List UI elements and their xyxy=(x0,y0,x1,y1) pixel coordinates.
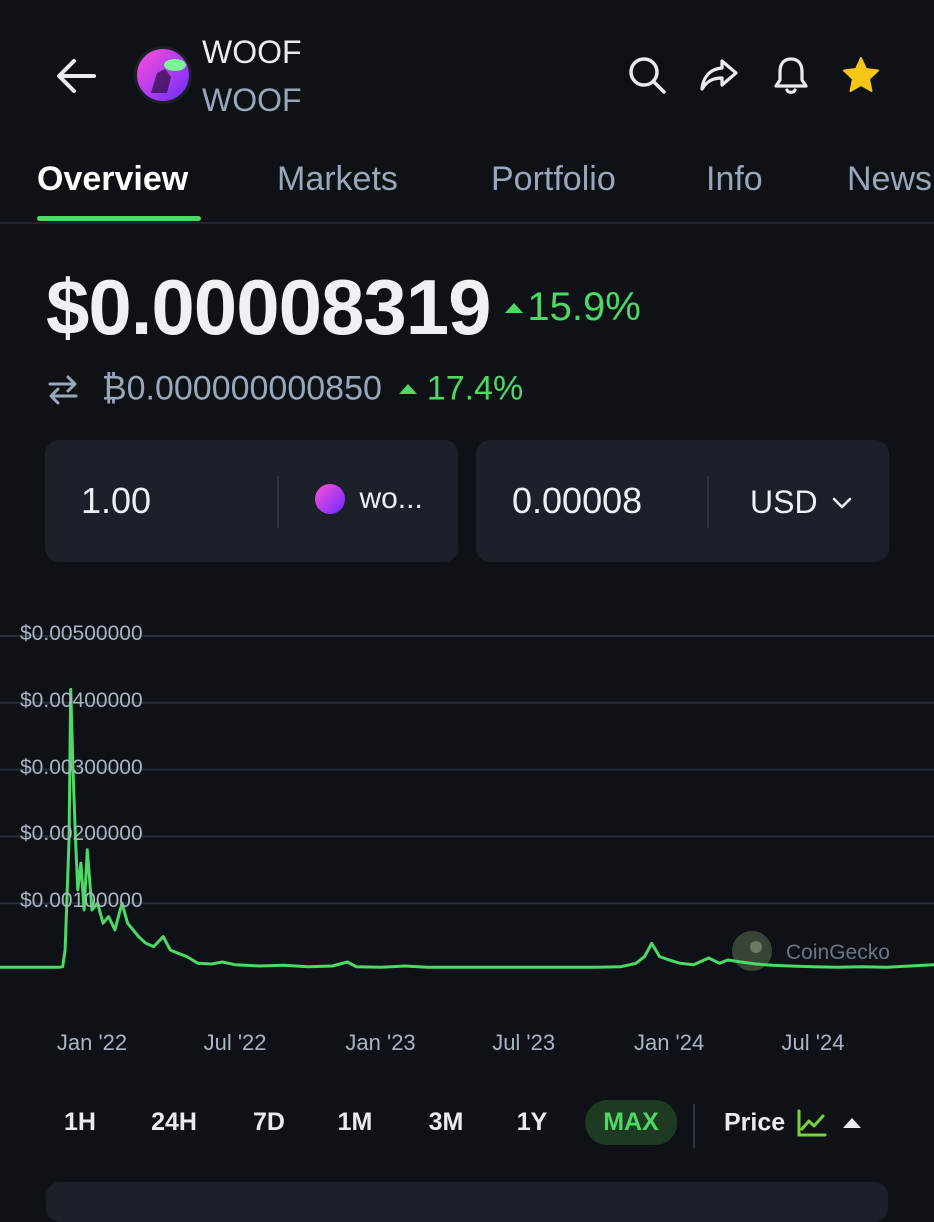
btc-price-row: ₿0.000000000850 17.4% xyxy=(46,368,523,409)
chart-mode-label: Price xyxy=(724,1108,786,1137)
x-tick-label: Jul '24 xyxy=(781,1030,845,1055)
x-tick-label: Jan '22 xyxy=(56,1030,128,1055)
divider xyxy=(693,1104,695,1148)
swap-arrows-icon xyxy=(48,375,78,405)
coin-symbol: WOOF xyxy=(202,82,302,118)
tab-overview[interactable]: Overview xyxy=(37,160,189,198)
watermark-text: CoinGecko xyxy=(786,941,890,964)
price-line xyxy=(0,687,934,969)
y-tick-label: $0.00200000 xyxy=(20,822,143,846)
price-row: $0.00008319 15.9% xyxy=(46,262,641,353)
tab-info[interactable]: Info xyxy=(706,160,763,198)
x-tick-label: Jan '24 xyxy=(633,1030,705,1055)
btc-change: 17.4% xyxy=(426,369,524,408)
caret-up-icon xyxy=(399,384,418,395)
currency-selector[interactable]: USD xyxy=(750,484,854,521)
star-icon xyxy=(843,57,879,92)
usd-price: $0.00008319 xyxy=(46,263,491,351)
share-button[interactable] xyxy=(696,52,742,98)
x-tick-label: Jan '23 xyxy=(345,1030,416,1055)
x-tick-label: Jul '23 xyxy=(492,1030,556,1055)
range-button-7d[interactable]: 7D xyxy=(253,1108,285,1136)
x-tick-label: Jul '22 xyxy=(203,1030,267,1055)
back-arrow-icon xyxy=(57,59,96,93)
search-button[interactable] xyxy=(624,52,670,98)
active-tab-indicator xyxy=(37,216,201,221)
search-icon xyxy=(629,57,666,94)
coin-logo xyxy=(134,46,192,104)
tab-bar: Overview Markets Portfolio Info News xyxy=(0,150,934,224)
bottom-card xyxy=(46,1182,888,1222)
y-tick-label: $0.00300000 xyxy=(20,755,143,779)
bell-icon xyxy=(774,57,808,94)
caret-up-icon xyxy=(843,1118,862,1128)
tab-news[interactable]: News xyxy=(847,160,933,198)
divider xyxy=(707,476,709,528)
coin-selector-label: wo... xyxy=(359,482,423,515)
y-tick-label: $0.00100000 xyxy=(20,889,143,913)
line-chart-icon xyxy=(797,1109,827,1137)
divider xyxy=(277,476,279,528)
btc-price: ₿0.000000000850 xyxy=(101,369,382,408)
caret-up-icon xyxy=(504,302,523,313)
share-icon xyxy=(700,59,738,91)
price-chart[interactable]: CoinGecko $0.00500000 $0.00400000 $0.00300… xyxy=(0,600,934,1070)
y-tick-label: $0.00500000 xyxy=(20,622,143,645)
coingecko-watermark: CoinGecko xyxy=(732,931,890,971)
range-button-1y[interactable]: 1Y xyxy=(516,1108,548,1136)
currency-label: USD xyxy=(750,484,818,520)
coin-name: WOOF xyxy=(202,34,302,70)
coin-amount-input[interactable]: 1.00 xyxy=(81,480,152,521)
fiat-amount-input[interactable]: 0.00008 xyxy=(512,480,643,521)
range-button-3m[interactable]: 3M xyxy=(428,1108,464,1136)
back-button[interactable] xyxy=(52,52,100,100)
range-button-1h[interactable]: 1H xyxy=(64,1108,96,1136)
fiat-amount-card: 0.00008 USD xyxy=(476,440,889,562)
usd-change: 15.9% xyxy=(527,285,641,329)
favorite-button[interactable] xyxy=(838,52,884,98)
tab-portfolio[interactable]: Portfolio xyxy=(491,160,616,198)
chevron-down-icon xyxy=(832,497,852,508)
chart-mode-toggle[interactable]: Price xyxy=(724,1108,862,1138)
coin-selector[interactable]: wo... xyxy=(313,482,423,516)
coin-logo-small xyxy=(313,482,347,516)
gecko-eye-icon xyxy=(750,941,762,953)
coin-amount-card: 1.00 wo... xyxy=(45,440,458,562)
alert-button[interactable] xyxy=(768,52,814,98)
wolf-logo-icon xyxy=(151,59,186,93)
range-button-1m[interactable]: 1M xyxy=(337,1108,373,1136)
tab-markets[interactable]: Markets xyxy=(277,160,398,198)
range-button-max[interactable]: MAX xyxy=(585,1100,677,1145)
range-button-24h[interactable]: 24H xyxy=(151,1108,197,1136)
y-tick-label: $0.00400000 xyxy=(20,688,143,712)
